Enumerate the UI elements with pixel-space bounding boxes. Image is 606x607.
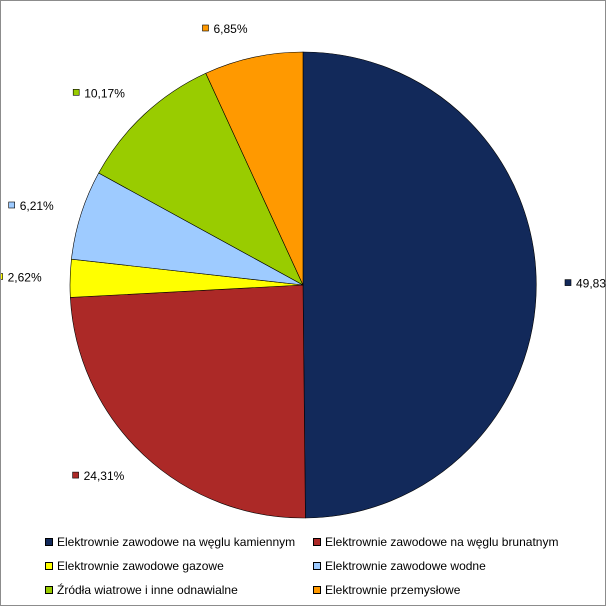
data-labels: 49,83% 24,31% 2,62% 6,21% 10,17% 6,85%: [1, 22, 606, 483]
data-label: 24,31%: [72, 469, 125, 483]
legend-swatch: [45, 586, 53, 594]
legend: Elektrownie zawodowe na węglu kamiennym …: [45, 534, 585, 598]
legend-item: Elektrownie zawodowe na węglu brunatnym: [313, 534, 585, 550]
data-label: 10,17%: [72, 86, 125, 100]
pie-slice: [70, 284, 306, 519]
legend-item: Elektrownie zawodowe na węglu kamiennym: [45, 534, 313, 550]
legend-label: Źródła wiatrowe i inne odnawialne: [57, 583, 238, 597]
data-label-text: 2,62%: [8, 271, 42, 285]
data-label-text: 6,85%: [214, 22, 248, 36]
legend-label: Elektrownie zawodowe na węglu kamiennym: [57, 535, 296, 549]
legend-label: Elektrownie zawodowe wodne: [325, 559, 486, 573]
data-label: 49,83%: [564, 277, 606, 291]
data-label-swatch: [72, 471, 79, 479]
data-label: 2,62%: [1, 271, 42, 285]
legend-item: Źródła wiatrowe i inne odnawialne: [45, 582, 313, 598]
legend-swatch: [45, 562, 53, 570]
legend-item: Elektrownie zawodowe gazowe: [45, 558, 313, 574]
data-label: 6,85%: [202, 22, 248, 36]
legend-label: Elektrownie przemysłowe: [325, 583, 461, 597]
legend-item: Elektrownie zawodowe wodne: [313, 558, 585, 574]
data-label: 6,21%: [8, 199, 54, 213]
data-label-swatch: [8, 201, 15, 209]
pie-slice: [302, 51, 537, 519]
data-label-swatch: [1, 273, 3, 280]
legend-swatch: [313, 562, 321, 570]
pie-slice: [98, 72, 304, 286]
legend-item: Elektrownie przemysłowe: [313, 582, 585, 598]
legend-label: Elektrownie zawodowe gazowe: [57, 559, 224, 573]
legend-swatch: [313, 538, 321, 546]
legend-swatch: [45, 538, 53, 546]
data-label-swatch: [202, 24, 209, 32]
data-label-text: 49,83%: [576, 277, 606, 291]
pie-slices: [69, 51, 537, 519]
legend-label: Elektrownie zawodowe na węglu brunatnym: [325, 535, 559, 549]
data-label-swatch: [72, 89, 80, 96]
pie-slice: [205, 51, 304, 286]
data-label-swatch: [564, 279, 572, 286]
legend-swatch: [313, 586, 321, 594]
data-label-text: 6,21%: [20, 199, 54, 213]
data-label-text: 24,31%: [84, 469, 125, 483]
data-label-text: 10,17%: [84, 86, 125, 100]
